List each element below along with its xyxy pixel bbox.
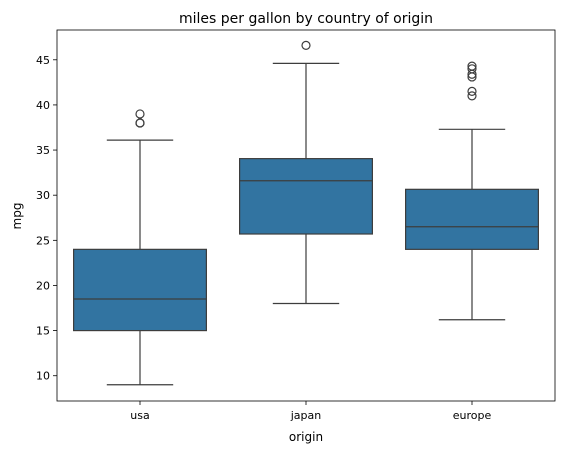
y-tick-label: 45 <box>36 54 50 67</box>
iqr-box <box>239 158 374 235</box>
outlier-point <box>467 64 477 74</box>
outlier-point <box>467 91 477 101</box>
outlier-point <box>467 86 477 96</box>
y-tick-label: 25 <box>36 234 50 247</box>
y-axis-label: mpg <box>10 203 24 230</box>
y-tick-label: 20 <box>36 279 50 292</box>
outlier-point <box>301 40 311 50</box>
outlier-point <box>467 61 477 71</box>
outlier-point <box>135 109 145 119</box>
y-tick-label: 10 <box>36 370 50 383</box>
y-tick-label: 35 <box>36 144 50 157</box>
plot-area: 10 15 20 25 30 35 40 45 usa japan europe <box>36 40 540 422</box>
x-tick-label: europe <box>453 409 492 422</box>
x-axis-label: origin <box>289 430 323 444</box>
plot-frame <box>56 29 556 402</box>
chart-title: miles per gallon by country of origin <box>179 11 433 27</box>
box-europe: europe <box>405 61 540 422</box>
x-tick-label: usa <box>130 409 149 422</box>
box-usa: usa <box>72 109 208 422</box>
iqr-box <box>72 248 208 332</box>
outlier-point <box>135 118 145 128</box>
y-tick-label: 15 <box>36 325 50 338</box>
box-japan: japan <box>239 40 374 422</box>
x-tick-label: japan <box>290 409 322 422</box>
y-tick-label: 40 <box>36 99 50 112</box>
y-tick-label: 30 <box>36 189 50 202</box>
iqr-box <box>405 188 540 250</box>
